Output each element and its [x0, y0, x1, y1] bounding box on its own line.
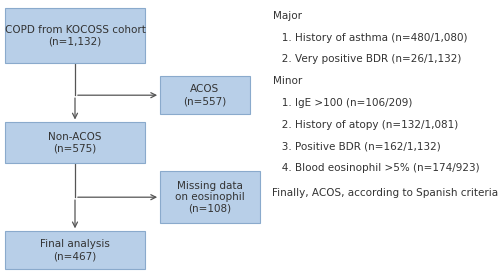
Text: COPD from KOCOSS cohort
(n=1,132): COPD from KOCOSS cohort (n=1,132): [4, 24, 146, 46]
FancyBboxPatch shape: [160, 171, 260, 223]
FancyBboxPatch shape: [5, 231, 145, 269]
Text: Non-ACOS
(n=575): Non-ACOS (n=575): [48, 132, 102, 154]
FancyBboxPatch shape: [160, 76, 250, 114]
Text: Finally, ACOS, according to Spanish criteria (n=557): Finally, ACOS, according to Spanish crit…: [272, 188, 500, 198]
Text: Missing data
on eosinophil
(n=108): Missing data on eosinophil (n=108): [175, 181, 245, 214]
Text: 1. History of asthma (n=480/1,080): 1. History of asthma (n=480/1,080): [272, 33, 468, 43]
Text: Minor: Minor: [272, 76, 302, 86]
Text: 4. Blood eosinophil >5% (n=174/923): 4. Blood eosinophil >5% (n=174/923): [272, 163, 480, 173]
Text: Major: Major: [272, 11, 302, 21]
Text: 3. Positive BDR (n=162/1,132): 3. Positive BDR (n=162/1,132): [272, 141, 442, 152]
Text: ACOS
(n=557): ACOS (n=557): [184, 84, 226, 106]
Text: 1. IgE >100 (n=106/209): 1. IgE >100 (n=106/209): [272, 98, 413, 108]
Text: 2. Very positive BDR (n=26/1,132): 2. Very positive BDR (n=26/1,132): [272, 54, 462, 64]
Text: Final analysis
(n=467): Final analysis (n=467): [40, 239, 110, 261]
FancyBboxPatch shape: [5, 8, 145, 63]
Text: 2. History of atopy (n=132/1,081): 2. History of atopy (n=132/1,081): [272, 120, 459, 130]
FancyBboxPatch shape: [5, 122, 145, 163]
